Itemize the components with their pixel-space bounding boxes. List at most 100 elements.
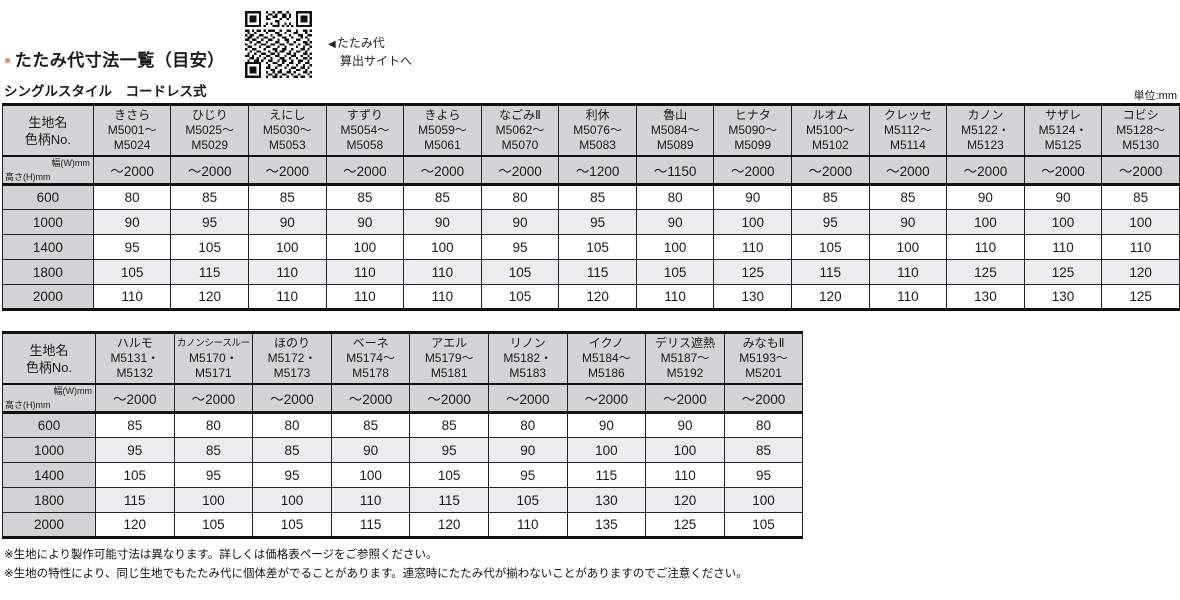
max-width-cell: ～2000	[868, 155, 948, 186]
allowance-value-cell: 90	[868, 209, 948, 235]
allowance-value-cell: 90	[92, 209, 172, 235]
allowance-value-cell: 105	[92, 259, 172, 285]
allowance-value-cell: 80	[92, 184, 172, 210]
table-row: 2000 120 105 105 115 120 110 135 125 105	[2, 512, 804, 538]
max-width-cell: ～2000	[566, 383, 647, 414]
model-no-to: M5099	[734, 138, 772, 152]
allowance-value-cell: 130	[1023, 284, 1103, 310]
allowance-value-cell: 125	[946, 259, 1025, 285]
max-width-cell: ～2000	[95, 383, 175, 414]
allowance-value-cell: 110	[330, 487, 411, 513]
height-row-header: 1400	[2, 462, 96, 488]
allowance-value-cell: 115	[170, 259, 249, 285]
allowance-value-cell: 95	[173, 462, 254, 488]
model-no-to: M5173	[273, 366, 311, 380]
height-row-header: 2000	[2, 284, 94, 310]
allowance-value-cell: 100	[325, 234, 405, 260]
allowance-value-cell: 90	[330, 437, 411, 463]
unit-label: 単位:mm	[1133, 90, 1177, 102]
model-no-from: M5170・	[189, 351, 238, 365]
max-width-cell: ～2000	[946, 155, 1025, 186]
allowance-value-cell: 85	[252, 437, 332, 463]
model-no-from: M5172・	[267, 351, 317, 365]
model-no-to: M5029	[191, 138, 229, 152]
allowance-value-cell: 90	[946, 184, 1025, 210]
model-no-from: M5112～	[883, 123, 932, 137]
model-no-from: M5193～	[739, 351, 788, 365]
fabric-header-row: 生地名 色柄No. ハルモ M5131・ M5132 カノンシースルー M517…	[2, 332, 804, 385]
max-width-cell: ～2000	[330, 383, 411, 414]
model-no-to: M5083	[579, 138, 616, 152]
footnote: ※生地の特性により、同じ生地でもたたみ代に個体差がでることがあります。連窓時にた…	[4, 567, 748, 580]
fabric-name: 利休	[585, 108, 610, 122]
allowance-value-cell: 80	[487, 412, 568, 438]
model-no-to: M5053	[268, 138, 306, 152]
qr-caption-line2: 算出サイトへ	[340, 54, 413, 68]
allowance-value-cell: 110	[1101, 234, 1180, 260]
allowance-value-cell: 80	[173, 412, 254, 438]
allowance-value-cell: 90	[566, 412, 647, 438]
max-width-cell: ～1200	[558, 155, 637, 186]
allowance-value-cell: 90	[480, 209, 560, 235]
height-row-header: 1400	[2, 234, 94, 260]
max-width-row: 幅(W)mm 高さ(H)mm ～2000 ～2000 ～2000 ～2000 ～2000…	[2, 155, 1180, 186]
max-width-cell: ～2000	[170, 155, 249, 186]
allowance-value-cell: 105	[487, 487, 568, 513]
allowance-value-cell: 110	[403, 284, 482, 310]
fabric-name: アエル	[431, 336, 468, 350]
fabric-column-header: ひじり M5025～ M5029	[170, 104, 249, 157]
model-no-from: M5076～	[573, 123, 622, 137]
height-axis-label: 高さ(H)mm	[5, 400, 51, 410]
model-no-to: M5130	[1122, 138, 1159, 152]
allowance-value-cell: 90	[1023, 184, 1103, 210]
model-no-to: M5186	[588, 366, 625, 380]
allowance-value-cell: 85	[409, 412, 489, 438]
allowance-value-cell: 110	[635, 284, 715, 310]
max-width-cell: ～2000	[247, 155, 327, 186]
allowance-value-cell: 110	[1023, 234, 1103, 260]
allowance-value-cell: 110	[325, 259, 405, 285]
model-no-to: M5070	[501, 138, 539, 152]
allowance-value-cell: 95	[791, 209, 870, 235]
fabric-name: クレッセ	[883, 108, 932, 122]
corner-header-cell: 生地名 色柄No.	[2, 104, 94, 157]
model-no-from: M5100～	[805, 123, 855, 137]
axis-corner-cell: 幅(W)mm 高さ(H)mm	[2, 155, 94, 186]
model-no-from: M5090～	[728, 123, 778, 137]
size-table-section: 生地名 色柄No. きさら M5001～ M5024 ひじり M5025～ M5…	[0, 103, 1180, 311]
fabric-column-header: イクノ M5184～ M5186	[566, 332, 647, 385]
allowance-value-cell: 110	[92, 284, 172, 310]
qr-caption-text1: たたみ代	[336, 36, 385, 50]
fabric-column-header: えにし M5030～ M5053	[247, 104, 327, 157]
fabric-column-header: ルオム M5100～ M5102	[791, 104, 870, 157]
fabric-name: きさら	[114, 108, 151, 122]
model-no-from: M5131・	[110, 351, 160, 365]
allowance-value-cell: 135	[566, 512, 647, 538]
allowance-value-cell: 90	[645, 412, 725, 438]
model-no-to: M5183	[509, 366, 547, 380]
fabric-column-header: みなもⅡ M5193～ M5201	[723, 332, 804, 385]
qr-code-icon	[245, 11, 312, 78]
max-width-cell: ～1150	[635, 155, 715, 186]
fabric-name: デリス遮熱	[654, 336, 715, 350]
fabric-name: 魯山	[663, 108, 688, 122]
size-table-section: 生地名 色柄No. ハルモ M5131・ M5132 カノンシースルー M517…	[0, 331, 1180, 539]
model-no-from: M5184～	[582, 351, 631, 365]
allowance-value-cell: 95	[723, 462, 804, 488]
allowance-value-cell: 105	[95, 462, 175, 488]
model-no-from: M5124・	[1038, 123, 1088, 137]
allowance-value-cell: 120	[645, 487, 725, 513]
fabric-name: リノン	[509, 336, 546, 350]
allowance-value-cell: 100	[252, 487, 332, 513]
fabric-name: ベーネ	[352, 336, 389, 350]
table-row: 600 80 85 85 85 85 80 85 80 90 85 85 90 90 85	[2, 184, 1180, 210]
table-row: 1800 115 100 100 110 115 105 130 120 100	[2, 487, 804, 513]
allowance-value-cell: 100	[723, 487, 804, 513]
model-no-to: M5102	[811, 138, 849, 152]
allowance-value-cell: 120	[170, 284, 249, 310]
allowance-value-cell: 125	[645, 512, 725, 538]
model-no-to: M5061	[424, 138, 461, 152]
allowance-value-cell: 105	[170, 234, 249, 260]
model-no-from: M5128～	[1116, 123, 1165, 137]
allowance-value-cell: 100	[635, 234, 715, 260]
